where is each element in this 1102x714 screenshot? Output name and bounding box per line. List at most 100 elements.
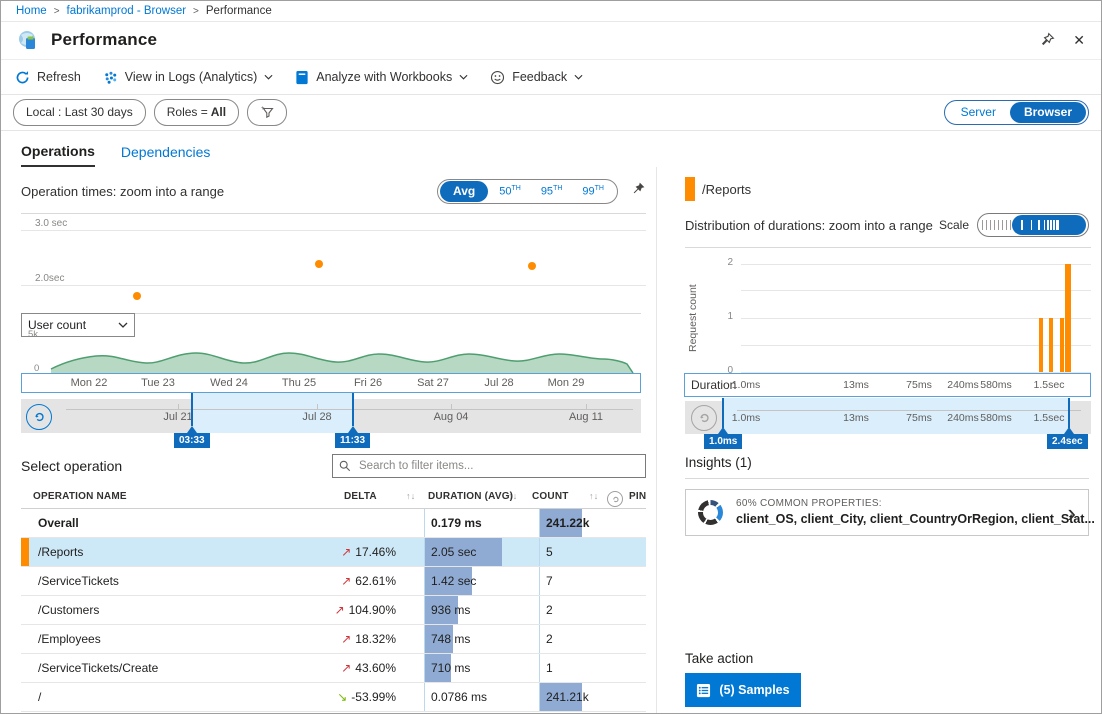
- agg-50th[interactable]: 50TH: [499, 184, 521, 198]
- take-action-title: Take action: [685, 651, 754, 666]
- histogram-bar[interactable]: [1065, 264, 1071, 372]
- table-row[interactable]: /Employees ↗ 18.32% 748 ms 2: [21, 625, 646, 654]
- histogram-bar[interactable]: [1060, 318, 1064, 372]
- delta-up-icon: ↗: [341, 632, 352, 646]
- server-option[interactable]: Server: [960, 105, 996, 119]
- brush-handle-arrow[interactable]: [718, 427, 728, 434]
- brush-axis-label: 1.5sec: [1033, 412, 1065, 424]
- linear-scale-option[interactable]: [980, 220, 1012, 230]
- sort-icon[interactable]: ↑↓: [406, 491, 416, 501]
- tab-operations[interactable]: Operations: [21, 143, 95, 167]
- duration-range-brush[interactable]: 1.0ms 13ms 75ms 240ms 580ms 1.5sec 1.0ms…: [685, 398, 1091, 452]
- breadcrumb-home[interactable]: Home: [16, 5, 47, 17]
- reset-zoom-icon[interactable]: [26, 404, 52, 430]
- time-range-brush[interactable]: Jul 21 Jul 28 Aug 04 Aug 11 03:33 11:33: [21, 393, 641, 453]
- time-range-pill[interactable]: Local : Last 30 days: [13, 98, 146, 126]
- samples-button[interactable]: (5) Samples: [685, 673, 801, 707]
- unpin-all-icon[interactable]: [607, 491, 623, 507]
- col-delta[interactable]: DELTA: [344, 491, 377, 502]
- brush-start-tag[interactable]: 1.0ms: [704, 434, 743, 449]
- table-row[interactable]: /ServiceTickets ↗ 62.61% 1.42 sec 7: [21, 567, 646, 596]
- brush-start-handle[interactable]: [191, 393, 193, 426]
- col-count[interactable]: COUNT: [532, 491, 569, 502]
- brush-axis-tick: [178, 404, 179, 409]
- delta-up-icon: ↗: [341, 545, 352, 559]
- duration-histogram[interactable]: Request count 2 1 0: [685, 247, 1091, 376]
- brush-end-handle[interactable]: [1068, 398, 1070, 428]
- chevron-right-icon[interactable]: ›: [1067, 497, 1076, 528]
- scatter-point[interactable]: [315, 260, 323, 268]
- app-insights-icon: [19, 31, 35, 49]
- brush-end-handle[interactable]: [352, 393, 354, 426]
- agg-avg-selected[interactable]: Avg: [439, 180, 489, 202]
- roles-pill[interactable]: Roles = All: [153, 98, 240, 126]
- brush-selection-fill[interactable]: [192, 399, 353, 433]
- title-bar: Performance ✕: [1, 22, 1101, 58]
- brush-start-tag[interactable]: 03:33: [174, 433, 210, 448]
- col-pin[interactable]: PIN: [629, 491, 647, 502]
- brush-handle-arrow[interactable]: [187, 426, 197, 433]
- agg-99th[interactable]: 99TH: [582, 184, 604, 198]
- table-row[interactable]: /Customers ↗ 104.90% 936 ms 2: [21, 596, 646, 625]
- histogram-bar[interactable]: [1039, 318, 1043, 372]
- sort-icon[interactable]: ↑↓: [589, 491, 599, 501]
- breadcrumb-resource[interactable]: fabrikamprod - Browser: [66, 5, 187, 17]
- search-box[interactable]: [332, 454, 646, 478]
- add-filter-button[interactable]: +: [247, 98, 288, 126]
- feedback-button[interactable]: Feedback: [490, 70, 583, 85]
- histogram-y-tick: 2: [727, 257, 733, 268]
- legend-swatch: [685, 177, 695, 201]
- scatter-point[interactable]: [133, 292, 141, 300]
- brush-handle-arrow[interactable]: [348, 426, 358, 433]
- browser-option-selected[interactable]: Browser: [1009, 101, 1086, 123]
- area-y-max: 5k: [28, 329, 39, 340]
- brush-axis-tick: [586, 404, 587, 409]
- brush-axis-tick: [451, 404, 452, 409]
- pin-icon[interactable]: [1039, 32, 1055, 48]
- duration-axis-title: Duration: [691, 378, 737, 392]
- command-toolbar: Refresh View in Logs (Analytics) Analyze…: [1, 59, 1101, 95]
- pin-chart-icon[interactable]: [630, 181, 646, 202]
- user-count-area-chart[interactable]: [21, 337, 641, 375]
- brush-axis-label: Aug 11: [568, 411, 604, 423]
- add-filter-funnel-icon: +: [261, 106, 274, 119]
- brush-axis-label: Jul 21: [163, 411, 193, 423]
- gridline: [741, 345, 1091, 346]
- brush-end-tag[interactable]: 11:33: [335, 433, 371, 448]
- gridline: [21, 285, 646, 286]
- brush-end-tag[interactable]: 2.4sec: [1047, 434, 1088, 449]
- col-operation-name[interactable]: OPERATION NAME: [33, 491, 127, 502]
- gridline: [21, 230, 646, 231]
- refresh-button[interactable]: Refresh: [15, 70, 81, 85]
- histogram-bar[interactable]: [1049, 318, 1053, 372]
- sort-icon[interactable]: ↑↓: [508, 491, 518, 501]
- view-in-logs-button[interactable]: View in Logs (Analytics): [103, 70, 273, 85]
- log-scale-option-selected[interactable]: [1012, 215, 1086, 235]
- metric-select[interactable]: User count: [21, 313, 135, 337]
- insight-card[interactable]: 60% COMMON PROPERTIES: client_OS, client…: [685, 489, 1095, 536]
- duration-tick-label: 13ms: [843, 379, 869, 391]
- col-duration[interactable]: DURATION (AVG): [428, 491, 514, 502]
- scatter-point[interactable]: [528, 262, 536, 270]
- analyze-workbooks-button[interactable]: Analyze with Workbooks: [295, 70, 468, 85]
- table-row[interactable]: / ↘ -53.99% 0.0786 ms 241.21k: [21, 683, 646, 712]
- brush-start-handle[interactable]: [722, 398, 724, 428]
- brush-axis-tick: [317, 404, 318, 409]
- table-row[interactable]: /ServiceTickets/Create ↗ 43.60% 710 ms 1: [21, 654, 646, 683]
- brush-axis-label: Aug 04: [433, 411, 469, 423]
- brush-selection-fill[interactable]: [723, 401, 1069, 434]
- tab-dependencies[interactable]: Dependencies: [120, 144, 211, 160]
- table-row-selected[interactable]: /Reports ↗ 17.46% 2.05 sec 5: [21, 538, 646, 567]
- table-row[interactable]: Overall 0.179 ms 241.22k: [21, 509, 646, 538]
- chevron-down-icon: [574, 74, 583, 80]
- area-y-min: 0: [34, 363, 40, 374]
- operation-times-scatter-chart[interactable]: 3.0 sec 2.0sec: [21, 213, 646, 313]
- selected-row-marker: [21, 538, 29, 566]
- reset-zoom-icon[interactable]: [691, 405, 717, 431]
- insights-title: Insights (1): [685, 455, 752, 470]
- distribution-title: Distribution of durations: zoom into a r…: [685, 217, 933, 233]
- agg-95th[interactable]: 95TH: [540, 184, 563, 198]
- search-input[interactable]: [357, 459, 639, 473]
- brush-handle-arrow[interactable]: [1064, 427, 1074, 434]
- close-icon[interactable]: ✕: [1073, 31, 1085, 48]
